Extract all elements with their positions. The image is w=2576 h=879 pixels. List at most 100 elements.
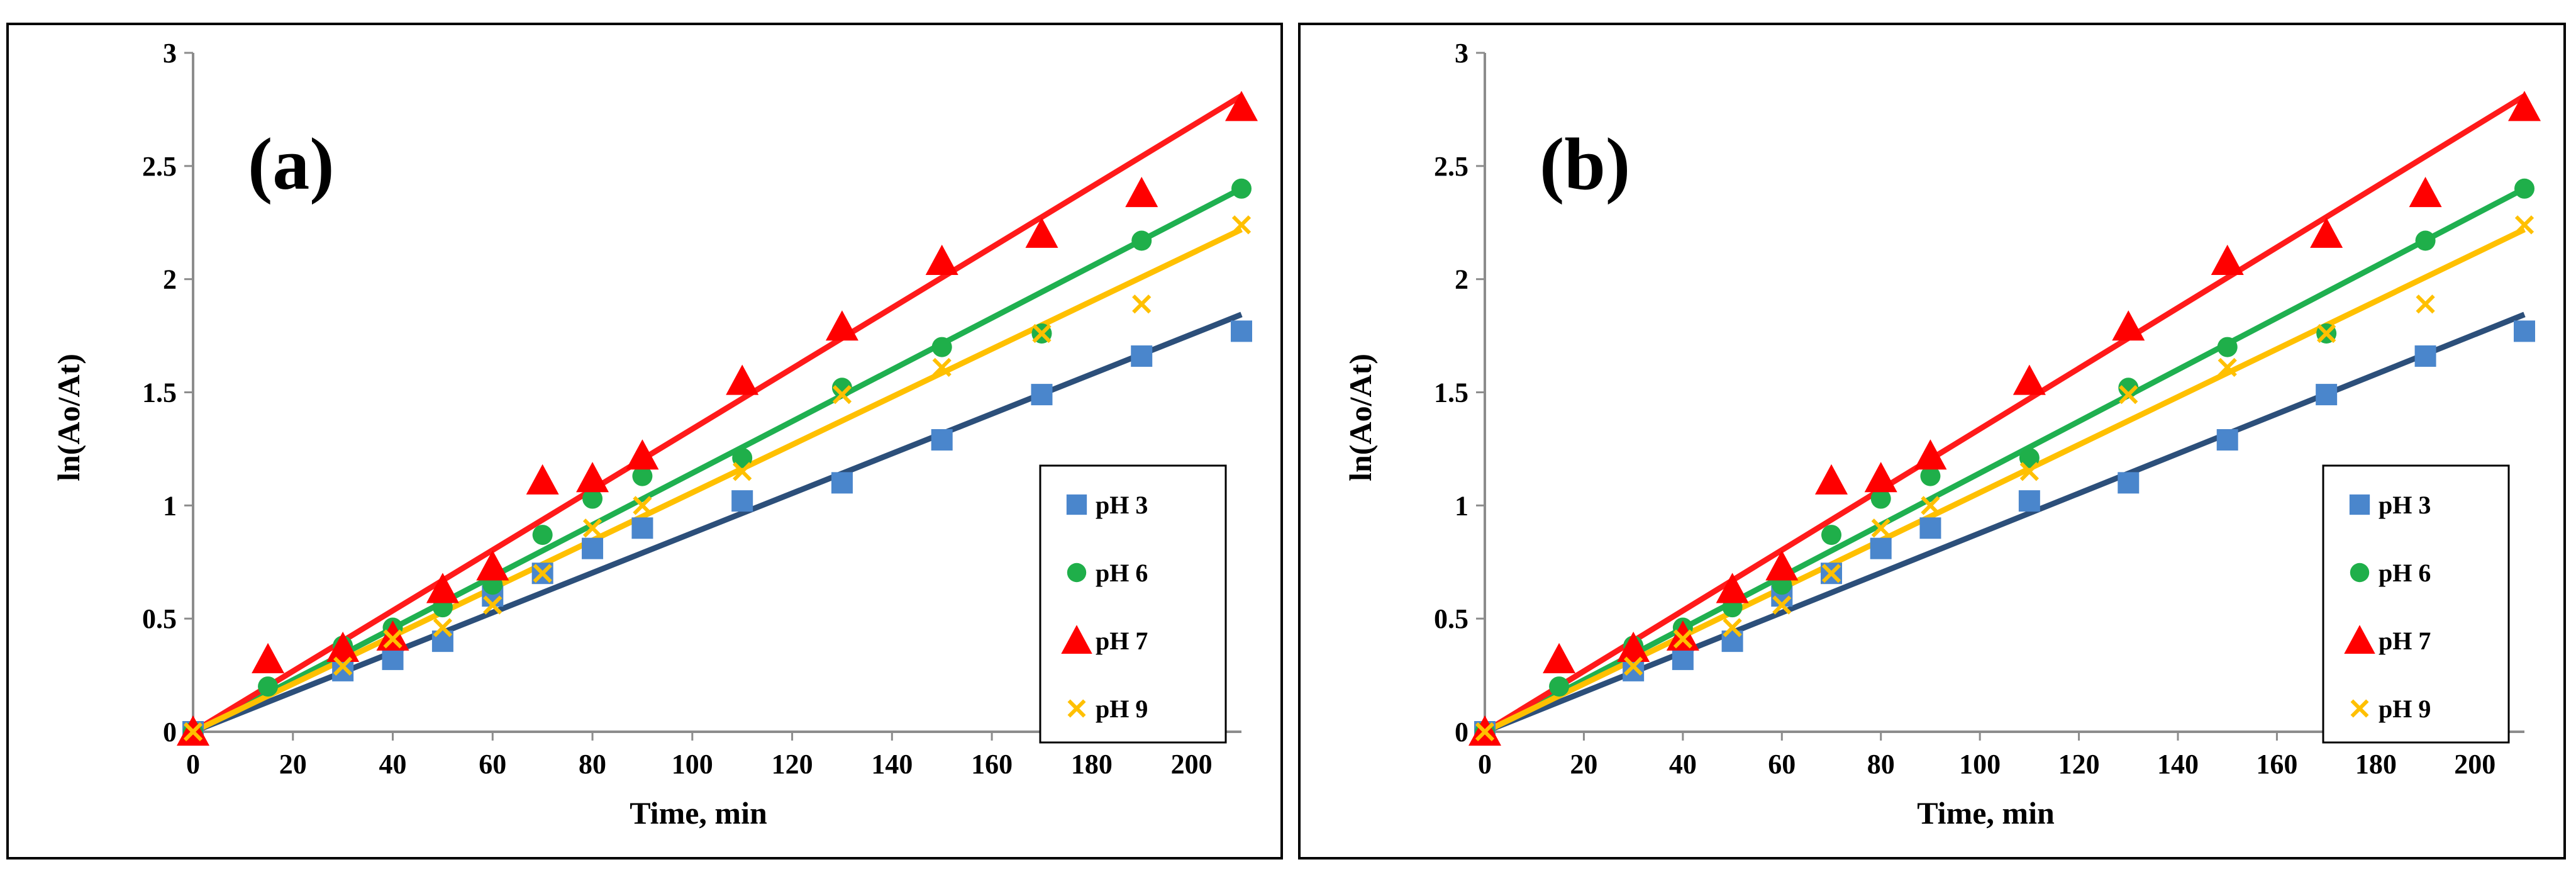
- x-tick-label: 180: [1071, 749, 1113, 780]
- x-tick-label: 60: [1768, 749, 1796, 780]
- data-point: [1231, 215, 1252, 235]
- data-point: [1821, 525, 1841, 546]
- data-point: [382, 648, 404, 670]
- data-point: [2514, 178, 2534, 199]
- data-point: [931, 337, 952, 357]
- data-point: [931, 429, 953, 451]
- data-point: [2409, 176, 2442, 208]
- chart-panel-a: 0 0.5 1 1.5 2 2.5 3 0 20 40 60 80 100 120 140 160 180 200…: [6, 23, 1283, 859]
- data-point: [626, 439, 659, 470]
- x-tick-label: 180: [2355, 749, 2397, 780]
- legend-label: pH 6: [2379, 559, 2431, 587]
- data-point: [2514, 320, 2535, 342]
- data-point: [2310, 217, 2343, 248]
- data-point: [733, 462, 752, 481]
- legend-label: pH 9: [1096, 695, 1148, 723]
- y-tick-label: 0.5: [1434, 603, 1468, 634]
- y-tick-label: 2: [1455, 264, 1468, 295]
- data-point: [2216, 429, 2238, 451]
- legend-marker: [1061, 625, 1092, 654]
- x-tick-label: 200: [2454, 749, 2496, 780]
- fit-line-ph-9: [192, 227, 1243, 735]
- legend-label: pH 7: [1096, 627, 1148, 655]
- data-point: [433, 618, 453, 637]
- data-point: [1032, 323, 1052, 344]
- data-point: [1131, 345, 1153, 367]
- data-point: [326, 631, 360, 663]
- data-point: [376, 620, 409, 651]
- series-ph-9: [183, 215, 1252, 742]
- data-point: [1815, 464, 1848, 495]
- data-point: [532, 525, 553, 546]
- y-tick-label: 2.5: [142, 151, 177, 182]
- data-point: [333, 656, 353, 676]
- legend-label: pH 9: [2379, 695, 2431, 723]
- data-point: [1919, 517, 1941, 539]
- x-tick-label: 100: [672, 749, 713, 780]
- data-point: [2118, 378, 2139, 398]
- data-point: [1765, 550, 1799, 581]
- data-point: [426, 573, 459, 603]
- data-point: [1125, 176, 1158, 208]
- data-point: [1132, 294, 1152, 314]
- data-point: [1231, 320, 1252, 342]
- x-tick-label: 120: [772, 749, 813, 780]
- y-axis-title: ln(Ao/At): [1343, 354, 1378, 481]
- data-point: [258, 676, 279, 697]
- x-tick-label: 80: [579, 749, 606, 780]
- x-tick-label: 160: [971, 749, 1013, 780]
- x-tick-label: 80: [1867, 749, 1895, 780]
- y-axis-title: ln(Ao/At): [51, 354, 86, 481]
- data-point: [1131, 230, 1152, 251]
- data-point: [2514, 215, 2534, 235]
- panel-label: (b): [1540, 123, 1630, 205]
- data-point: [2414, 345, 2436, 367]
- y-tick-label: 0: [163, 717, 177, 747]
- data-point: [576, 462, 609, 493]
- data-point: [1920, 466, 1941, 486]
- x-axis-title: Time, min: [1917, 795, 2055, 831]
- data-point: [1716, 573, 1749, 603]
- data-point: [2118, 472, 2140, 494]
- x-tick-label: 120: [2058, 749, 2100, 780]
- x-tick-label: 60: [479, 749, 506, 780]
- data-point: [1225, 91, 1258, 121]
- y-tick-label: 3: [163, 38, 177, 69]
- fit-line-ph-6: [1483, 186, 2526, 734]
- x-tick-label: 40: [379, 749, 407, 780]
- data-point: [1821, 564, 1841, 583]
- data-point: [726, 364, 759, 395]
- legend-marker: [2350, 699, 2369, 718]
- data-point: [632, 466, 653, 486]
- data-point: [731, 490, 753, 512]
- data-point: [1666, 620, 1699, 651]
- x-tick-label: 0: [1478, 749, 1492, 780]
- fit-line-ph-9: [1484, 227, 2526, 735]
- x-tick-label: 100: [1959, 749, 2001, 780]
- legend-marker: [2350, 563, 2370, 583]
- data-point: [2316, 384, 2338, 406]
- data-point: [633, 496, 652, 515]
- chart-b-svg: 0 0.5 1 1.5 2 2.5 3 0 20 40 60 80 100 120 140 160 180 200…: [1343, 38, 2541, 831]
- data-point: [1914, 439, 1947, 470]
- fit-line-ph-6: [191, 186, 1243, 734]
- y-tick-label: 1.5: [142, 378, 177, 408]
- data-point: [2508, 91, 2541, 121]
- data-point: [476, 550, 509, 581]
- chart-panel-b: 0 0.5 1 1.5 2 2.5 3 0 20 40 60 80 100 120 140 160 180 200…: [1298, 23, 2566, 859]
- legend-marker: [1067, 563, 1087, 583]
- x-tick-label: 140: [2157, 749, 2199, 780]
- legend-label: pH 6: [1096, 559, 1148, 587]
- fit-line-ph-7: [191, 93, 1243, 734]
- panel-label: (a): [248, 123, 335, 205]
- data-point: [1549, 676, 1570, 697]
- x-tick-label: 140: [871, 749, 913, 780]
- data-point: [732, 447, 753, 468]
- data-point: [631, 517, 653, 539]
- fit-line-ph-3: [1484, 311, 2526, 735]
- y-tick-label: 1: [1455, 490, 1468, 521]
- data-point: [1921, 496, 1940, 515]
- fit-line-ph-7: [1483, 93, 2526, 734]
- data-point: [1864, 462, 1897, 493]
- series-ph-9: [1475, 215, 2534, 742]
